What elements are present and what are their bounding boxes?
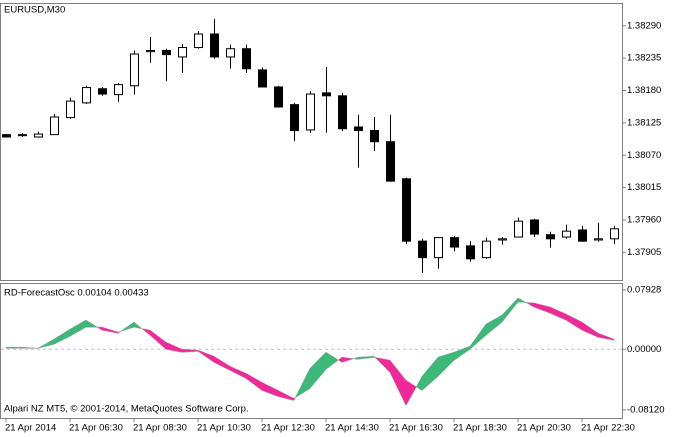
candle-body (386, 141, 395, 182)
y-tick-label: 0.07928 (627, 285, 661, 296)
oscillator-title: RD-ForecastOsc 0.00104 0.00433 (4, 288, 149, 299)
candle-body (562, 230, 571, 238)
candle-body (322, 92, 331, 97)
x-tick-label: 21 Apr 20:30 (517, 423, 571, 434)
osc-line (6, 297, 615, 406)
candle-body (514, 220, 523, 238)
candle-body (482, 240, 491, 259)
candle-body (178, 47, 187, 58)
x-tick-label: 21 Apr 12:30 (261, 423, 315, 434)
candle-body (258, 69, 267, 88)
candle-body (370, 130, 379, 143)
x-tick-label: 21 Apr 10:30 (197, 423, 251, 434)
y-tick-label: 1.38235 (627, 53, 661, 64)
candle-body (450, 237, 459, 248)
candle-body (594, 238, 603, 241)
candle-body (130, 53, 139, 87)
y-tick-label: 1.38125 (627, 117, 661, 128)
candle-body (578, 229, 587, 242)
candle-body (402, 178, 411, 242)
candle-body (306, 93, 315, 131)
candle-body (498, 238, 507, 241)
candle-body (210, 33, 219, 58)
x-tick-label: 21 Apr 14:30 (325, 423, 379, 434)
y-tick-label: 1.38015 (627, 182, 661, 193)
x-tick-label: 21 Apr 18:30 (453, 423, 507, 434)
candle-body (546, 234, 555, 240)
candle-body (66, 100, 75, 119)
candle-body (242, 48, 251, 70)
candle-body (146, 49, 155, 53)
candle-body (50, 116, 59, 136)
y-tick-label: -0.08120 (627, 404, 665, 415)
candle-body (2, 134, 11, 138)
candle-body (610, 228, 619, 240)
candle-body (530, 219, 539, 235)
x-tick-label: 21 Apr 08:30 (133, 423, 187, 434)
chart-title: EURUSD,M30 (4, 5, 65, 16)
price-panel-frame (0, 3, 623, 281)
candle-body (82, 87, 91, 104)
candle-body (274, 86, 283, 108)
candle-body (34, 133, 43, 138)
x-tick-label: 21 Apr 22:30 (581, 423, 635, 434)
candle-body (194, 33, 203, 49)
candle-body (226, 48, 235, 58)
footer-note: Alpari NZ MT5, © 2001-2014, MetaQuotes S… (4, 404, 249, 415)
candle-body (418, 240, 427, 259)
y-tick-label: 1.38070 (627, 150, 661, 161)
oscillator-panel-frame (0, 283, 623, 419)
x-tick-label: 21 Apr 2014 (5, 423, 56, 434)
candle-body (290, 104, 299, 132)
y-tick-label: 1.38290 (627, 20, 661, 31)
osc-line (6, 301, 615, 399)
y-tick-label: 0.00000 (627, 344, 661, 355)
candle-body (98, 88, 107, 95)
candle-body (114, 84, 123, 96)
y-tick-label: 1.37960 (627, 214, 661, 225)
candle-body (18, 134, 27, 137)
candle-body (466, 245, 475, 260)
y-tick-label: 1.38180 (627, 85, 661, 96)
y-tick-label: 1.37905 (627, 247, 661, 258)
candle-body (354, 126, 363, 132)
x-tick-label: 21 Apr 06:30 (69, 423, 123, 434)
candle-body (434, 237, 443, 259)
x-tick-label: 21 Apr 16:30 (389, 423, 443, 434)
candle-body (162, 49, 171, 56)
candle-body (338, 95, 347, 130)
